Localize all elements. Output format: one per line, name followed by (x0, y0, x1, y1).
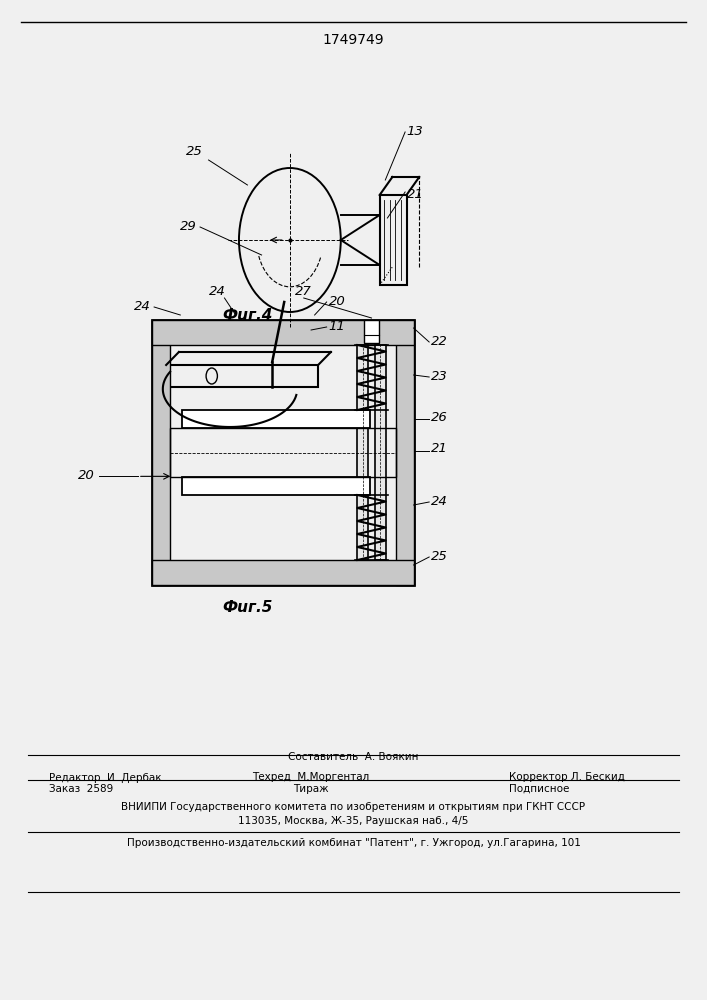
Text: 24: 24 (431, 495, 448, 508)
Text: ВНИИПИ Государственного комитета по изобретениям и открытиям при ГКНТ СССР: ВНИИПИ Государственного комитета по изоб… (122, 802, 585, 812)
Bar (363, 320, 379, 343)
Text: 21: 21 (407, 188, 423, 201)
Bar (152, 560, 414, 585)
Bar (182, 410, 370, 428)
Text: 25: 25 (431, 550, 448, 563)
Text: 1749749: 1749749 (322, 33, 385, 47)
Text: Тираж: Тираж (293, 784, 329, 794)
Bar (152, 320, 170, 585)
Text: 26: 26 (431, 411, 448, 424)
Bar (152, 320, 414, 585)
Bar (152, 320, 414, 345)
Text: Редактор  И. Дербак: Редактор И. Дербак (49, 772, 162, 783)
Text: 25: 25 (186, 145, 203, 158)
Bar (357, 345, 368, 560)
Text: Составитель  А. Воякин: Составитель А. Воякин (288, 752, 419, 762)
Text: 20: 20 (329, 295, 346, 308)
Text: 21: 21 (431, 442, 448, 456)
Bar (182, 477, 370, 495)
Text: Производственно-издательский комбинат "Патент", г. Ужгород, ул.Гагарина, 101: Производственно-издательский комбинат "П… (127, 838, 580, 848)
Bar (375, 345, 386, 560)
Bar (166, 365, 318, 387)
Text: 27: 27 (296, 285, 312, 298)
Text: Фuг.5: Фuг.5 (223, 600, 273, 615)
Text: 113035, Москва, Ж-35, Раушская наб., 4/5: 113035, Москва, Ж-35, Раушская наб., 4/5 (238, 816, 469, 826)
Text: 29: 29 (180, 220, 197, 233)
Text: Фuг.4: Фuг.4 (223, 308, 273, 323)
Text: Корректор Л. Бескид: Корректор Л. Бескид (509, 772, 625, 782)
Text: 20: 20 (78, 469, 95, 482)
Text: 22: 22 (431, 335, 448, 348)
Text: Заказ  2589: Заказ 2589 (49, 784, 114, 794)
Text: 23: 23 (431, 370, 448, 383)
Text: 11: 11 (329, 320, 346, 333)
Bar (396, 320, 414, 585)
Text: Подписное: Подписное (509, 784, 569, 794)
Bar (380, 195, 407, 285)
Text: 13: 13 (407, 125, 423, 138)
Text: 24: 24 (209, 285, 226, 298)
Text: Техред  М.Моргентал: Техред М.Моргентал (252, 772, 370, 782)
Bar (170, 428, 396, 477)
Text: 24: 24 (134, 300, 151, 313)
